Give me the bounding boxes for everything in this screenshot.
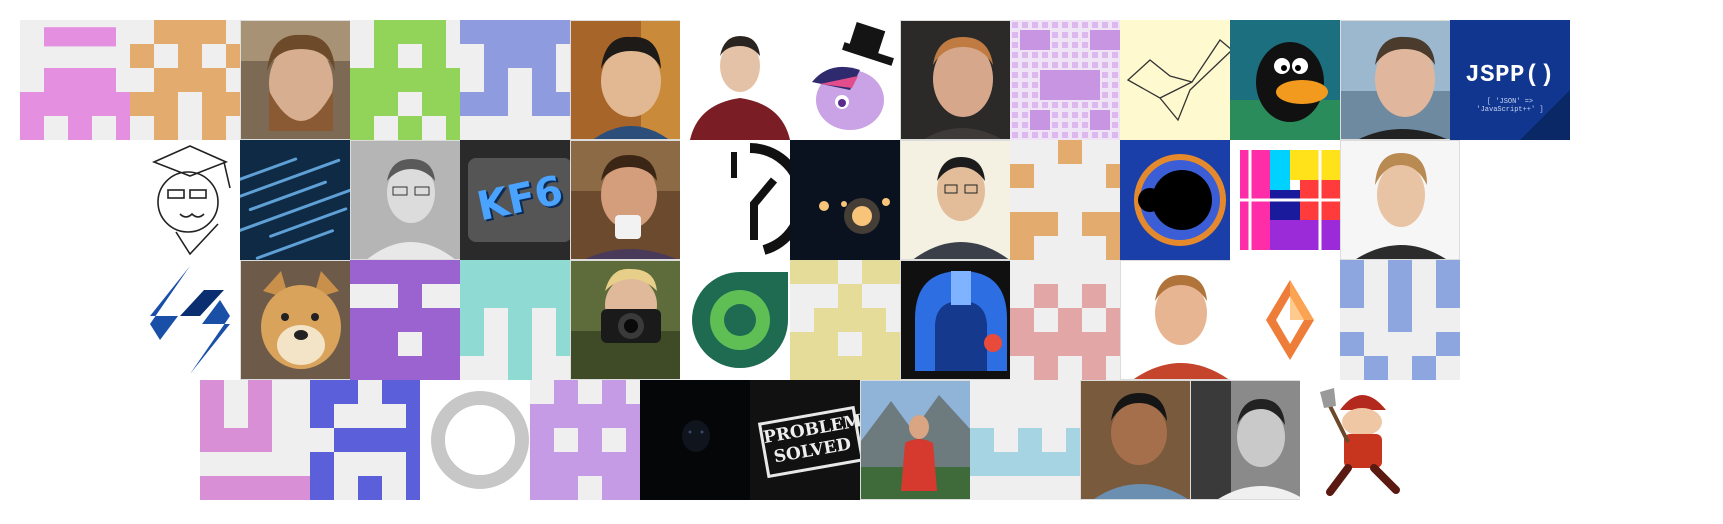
identicon-avatar-blue[interactable] — [460, 20, 580, 140]
pony-avatar-top-hat[interactable] — [790, 20, 910, 140]
photo-avatar-man-drinking[interactable] — [570, 140, 690, 260]
identicon-avatar-violet[interactable] — [530, 380, 650, 500]
pattern-avatar-lilac-tiles[interactable] — [1010, 20, 1130, 140]
jspp-logo-avatar[interactable]: JSPP() [ 'JSON' => 'JavaScript++' ] — [1450, 20, 1570, 140]
identicon-avatar-indigo[interactable] — [310, 380, 430, 500]
identicon-avatar-orange[interactable] — [130, 20, 250, 140]
jspp-logo-title: JSPP() — [1465, 62, 1555, 89]
identicon-avatar-light-blue[interactable] — [970, 380, 1090, 500]
photo-avatar-man-red-shirt[interactable] — [1120, 260, 1240, 380]
code-screen-avatar[interactable] — [240, 140, 360, 260]
blue-robot-helmet-avatar[interactable] — [900, 260, 1020, 380]
kf6-logo-avatar[interactable]: KF6 — [460, 140, 580, 260]
identicon-avatar-magenta[interactable] — [200, 380, 320, 500]
photo-avatar-hiker-mountains[interactable] — [860, 380, 980, 500]
doge-dog-avatar[interactable] — [240, 260, 360, 380]
jspp-logo-subtitle: [ 'JSON' => 'JavaScript++' ] — [1476, 98, 1544, 114]
photo-avatar-man-blond-hair[interactable] — [1340, 140, 1460, 260]
photo-avatar-young-man[interactable] — [1080, 380, 1200, 500]
identicon-avatar-khaki[interactable] — [790, 260, 910, 380]
dark-dog-photo-avatar[interactable] — [640, 380, 760, 500]
doodle-graduate-avatar[interactable] — [130, 140, 250, 260]
night-lights-photo-avatar[interactable] — [790, 140, 910, 260]
photo-avatar-man-maroon-shirt[interactable] — [680, 20, 800, 140]
green-sigma-logo-avatar[interactable] — [680, 260, 800, 380]
photo-avatar-man-glasses-smiling[interactable] — [900, 140, 1020, 260]
blue-geometric-logo-avatar[interactable] — [130, 260, 250, 380]
problem-solved-stamp-avatar[interactable]: PROBLEM SOLVED — [750, 380, 870, 500]
identicon-avatar-pink[interactable] — [20, 20, 140, 140]
abstract-arc-logo-avatar[interactable] — [680, 140, 800, 260]
cartoon-soldier-shovel-avatar[interactable] — [1300, 380, 1420, 500]
photo-avatar-bw-man-glasses[interactable] — [350, 140, 470, 260]
orange-diamond-logo-avatar[interactable] — [1230, 260, 1350, 380]
grey-ring-avatar[interactable] — [420, 380, 540, 500]
identicon-avatar-orange-2[interactable] — [1010, 140, 1130, 260]
photo-avatar-man-in-car[interactable] — [900, 20, 1020, 140]
mandelbrot-fractal-avatar[interactable] — [1120, 140, 1240, 260]
photo-avatar-smiling-man[interactable] — [570, 20, 690, 140]
photo-avatar-blond-man[interactable] — [1340, 20, 1460, 140]
photo-avatar-bw-man[interactable] — [1190, 380, 1310, 500]
origami-crane-avatar[interactable] — [1120, 20, 1240, 140]
neon-maze-avatar[interactable] — [1230, 140, 1350, 260]
photo-avatar-camera-man[interactable] — [570, 260, 690, 380]
photo-avatar-bearded-man[interactable] — [240, 20, 360, 140]
identicon-avatar-purple[interactable] — [350, 260, 470, 380]
problem-solved-stamp: PROBLEM SOLVED — [757, 405, 865, 479]
identicon-avatar-green[interactable] — [350, 20, 470, 140]
cartoon-duck-avatar[interactable] — [1230, 20, 1350, 140]
identicon-avatar-periwinkle[interactable] — [1340, 260, 1460, 380]
identicon-avatar-rose[interactable] — [1010, 260, 1130, 380]
identicon-avatar-teal[interactable] — [460, 260, 580, 380]
